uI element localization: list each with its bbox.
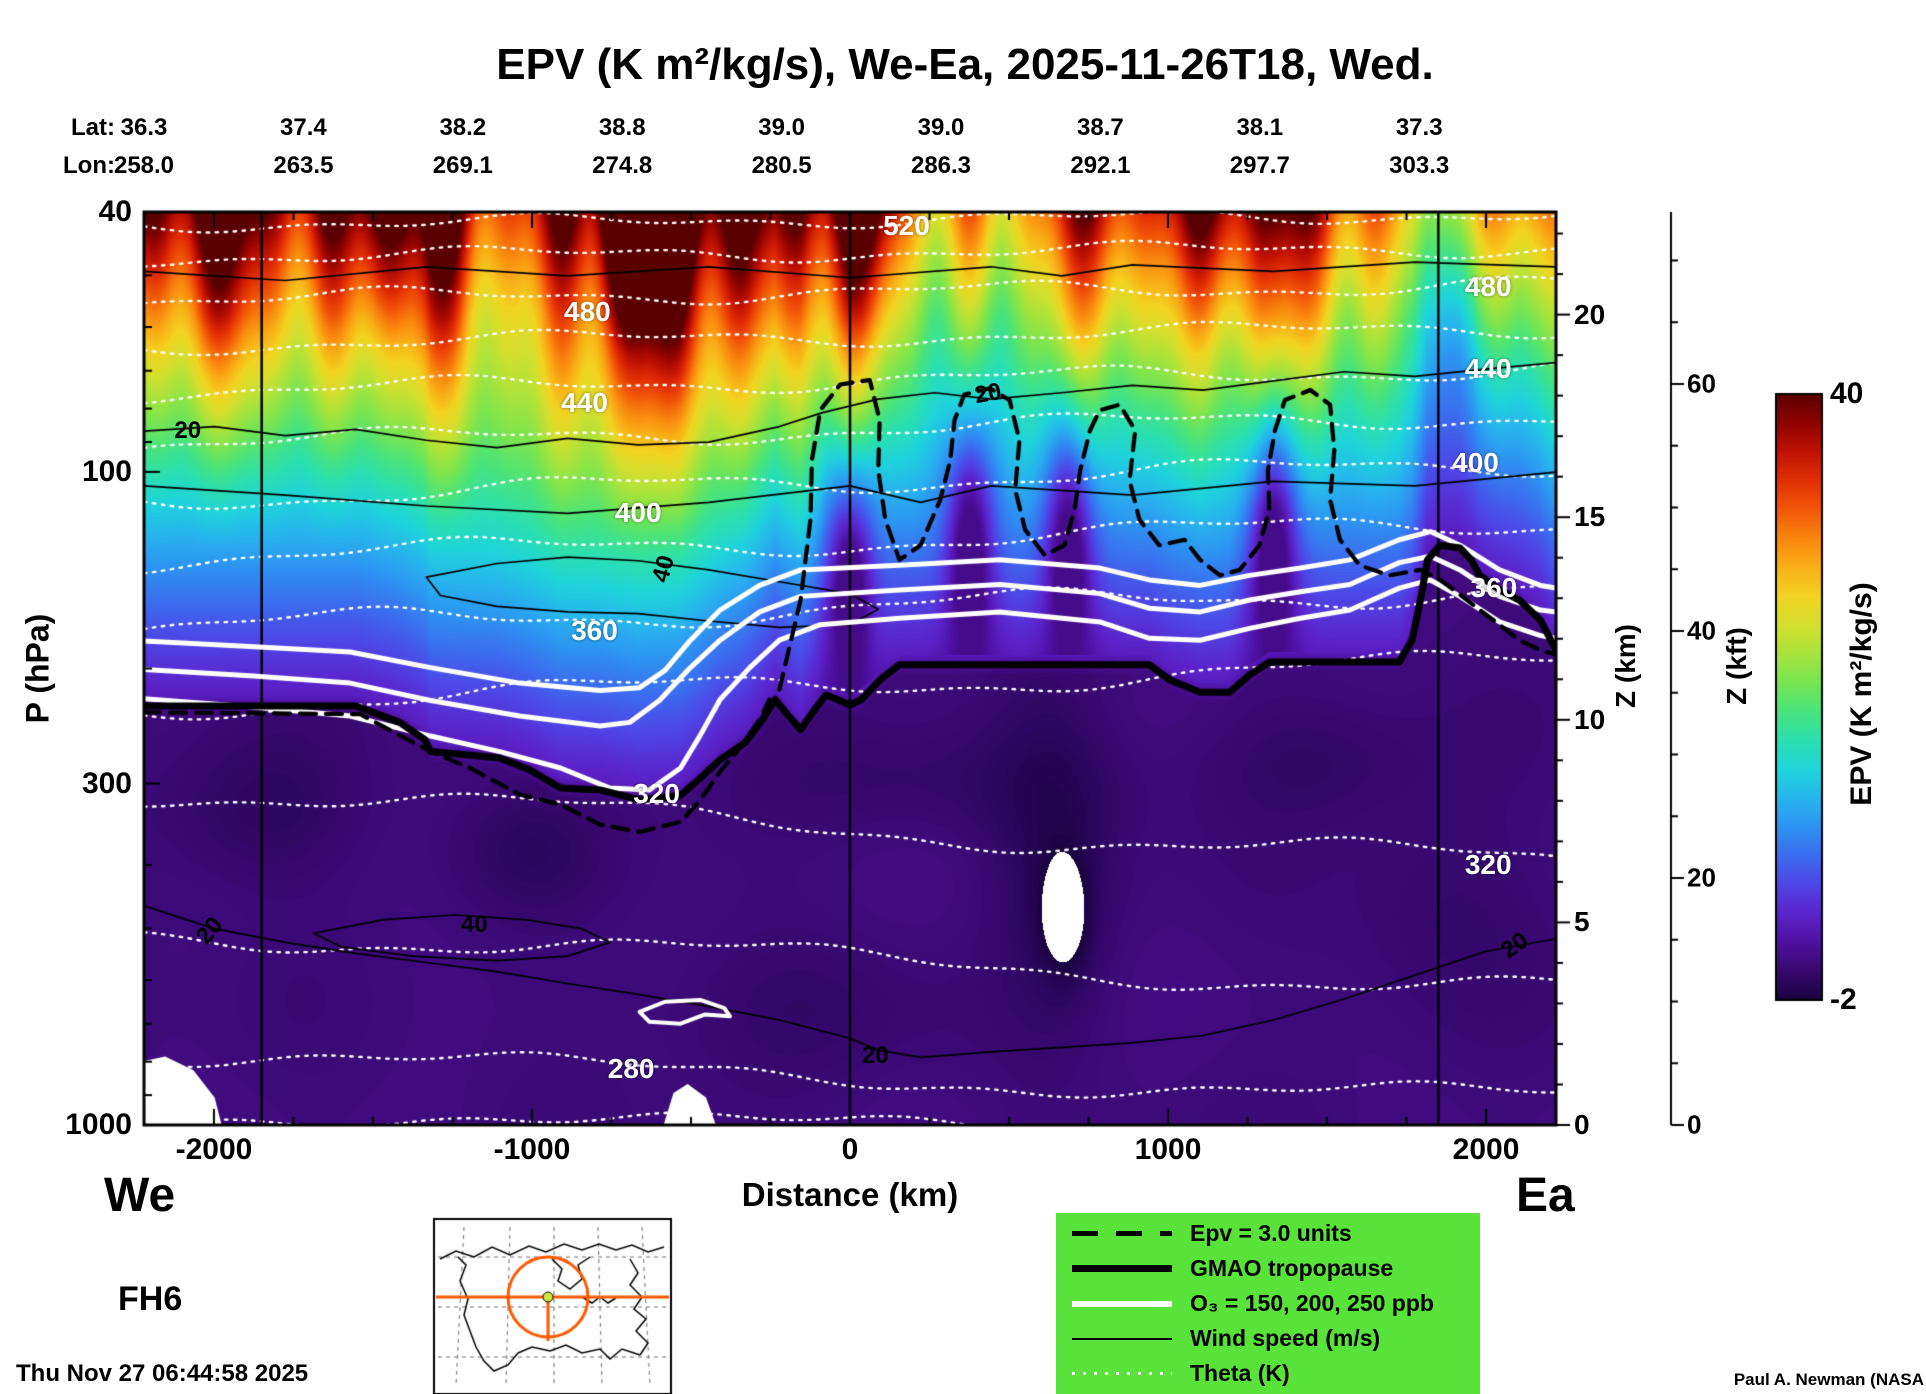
legend-line-sample-thick-black <box>1072 1265 1172 1272</box>
legend-item: Wind speed (m/s) <box>1072 1325 1480 1352</box>
legend-line-sample-thin-black <box>1072 1337 1172 1340</box>
pressure-tick-label: 100 <box>81 454 132 488</box>
zkft-tick-label: 40 <box>1687 615 1716 646</box>
west-end-label: We <box>104 1169 176 1222</box>
pressure-tick-label: 1000 <box>65 1108 132 1141</box>
legend-item: GMAO tropopause <box>1072 1255 1480 1282</box>
lat-value: 37.3 <box>1395 114 1443 141</box>
zkm-tick-label: 0 <box>1574 1109 1590 1140</box>
distance-tick-label: 2000 <box>1452 1133 1520 1166</box>
legend-item: O₃ = 150, 200, 250 ppb <box>1072 1290 1480 1317</box>
distance-axis-title: Distance (km) <box>741 1176 959 1213</box>
zkft-tick-label: 0 <box>1687 1109 1702 1140</box>
lon-row-label: Lon: <box>63 152 115 179</box>
zkm-tick-label: 20 <box>1574 298 1606 330</box>
theta-contour-label: 440 <box>1464 353 1512 385</box>
theta-contour-label: 480 <box>1464 270 1512 302</box>
credit-text: Paul A. Newman (NASA <box>1733 1370 1924 1389</box>
theta-contour-label: 400 <box>1452 447 1499 479</box>
lon-value: 280.5 <box>751 152 812 179</box>
lon-value: 263.5 <box>273 152 334 179</box>
theta-contour-label: 320 <box>1464 848 1512 880</box>
theta-contour-label: 360 <box>571 615 618 647</box>
lat-value: 36.3 <box>120 114 168 141</box>
pressure-tick-label: 300 <box>81 766 132 800</box>
legend-item-label: GMAO tropopause <box>1190 1255 1394 1281</box>
wind-contour-label: 40 <box>461 911 488 939</box>
zkft-tick-label: 20 <box>1687 862 1716 893</box>
legend-item: Theta (K) <box>1072 1360 1480 1387</box>
zkm-axis-title: Z (km) <box>1610 624 1641 708</box>
legend-item: Epv = 3.0 units <box>1072 1220 1480 1247</box>
lon-value: 297.7 <box>1229 152 1290 179</box>
zkm-tick-label: 10 <box>1574 703 1606 735</box>
legend-item-label: Epv = 3.0 units <box>1190 1220 1352 1246</box>
zkft-axis-title: Z (kft) <box>1721 627 1752 705</box>
page-title: EPV (K m²/kg/s), We-Ea, 2025-11-26T18, W… <box>496 40 1434 89</box>
lon-value: 258.0 <box>113 152 175 179</box>
wind-contour-label: 20 <box>862 1041 889 1069</box>
lon-value: 286.3 <box>910 152 972 179</box>
pressure-tick-label: 40 <box>98 195 132 228</box>
lat-value: 38.7 <box>1077 114 1124 141</box>
distance-tick-label: -2000 <box>175 1133 253 1166</box>
lat-value: 38.8 <box>598 114 646 141</box>
theta-contour-label: 320 <box>633 777 680 809</box>
lat-value: 38.2 <box>439 114 487 141</box>
wind-contour-label: 20 <box>972 377 1004 409</box>
distance-tick-label: -1000 <box>493 1133 571 1166</box>
pressure-axis-title: P (hPa) <box>19 613 56 724</box>
lat-value: 39.0 <box>917 114 965 141</box>
zkm-tick-label: 5 <box>1574 906 1590 938</box>
wind-contour-label: 20 <box>174 417 202 445</box>
lon-value: 292.1 <box>1070 152 1131 179</box>
lat-value: 38.1 <box>1236 114 1284 141</box>
colorbar-max-label: 40 <box>1830 377 1864 410</box>
lon-value: 269.1 <box>432 152 493 179</box>
theta-contour-label: 400 <box>614 497 662 529</box>
legend-box: Epv = 3.0 units GMAO tropopause O₃ = 150, … <box>1056 1213 1480 1394</box>
lat-value: 39.0 <box>758 114 805 141</box>
theta-contour-label: 280 <box>607 1053 655 1085</box>
lat-row-label: Lat: <box>71 114 115 141</box>
zkft-tick-label: 60 <box>1687 368 1716 399</box>
colorbar-title: EPV (K m²/kg/s) <box>1845 582 1878 806</box>
east-end-label: Ea <box>1516 1169 1575 1222</box>
colorbar-min-label: -2 <box>1830 983 1857 1016</box>
theta-contour-label: 480 <box>564 296 611 328</box>
distance-tick-label: 1000 <box>1134 1133 1202 1166</box>
creation-timestamp: Thu Nov 27 06:44:58 2025 <box>16 1360 309 1387</box>
legend-item-label: Theta (K) <box>1190 1360 1290 1386</box>
legend-line-sample-dotted-white <box>1072 1372 1172 1375</box>
lon-value: 274.8 <box>592 152 653 179</box>
theta-contour-label: 360 <box>1470 572 1518 604</box>
lat-value: 37.4 <box>280 114 327 141</box>
legend-line-sample-thick-white <box>1072 1300 1172 1307</box>
distance-tick-label: 0 <box>841 1133 859 1166</box>
theta-contour-label: 440 <box>561 386 608 418</box>
theta-contour-label: 520 <box>883 209 930 241</box>
legend-item-label: O₃ = 150, 200, 250 ppb <box>1190 1290 1434 1316</box>
zkm-tick-label: 15 <box>1574 501 1606 533</box>
forecast-hour-label: FH6 <box>118 1280 183 1318</box>
legend-item-label: Wind speed (m/s) <box>1190 1325 1381 1351</box>
legend-line-sample-dashed-black <box>1072 1231 1172 1236</box>
lon-value: 303.3 <box>1389 152 1450 179</box>
